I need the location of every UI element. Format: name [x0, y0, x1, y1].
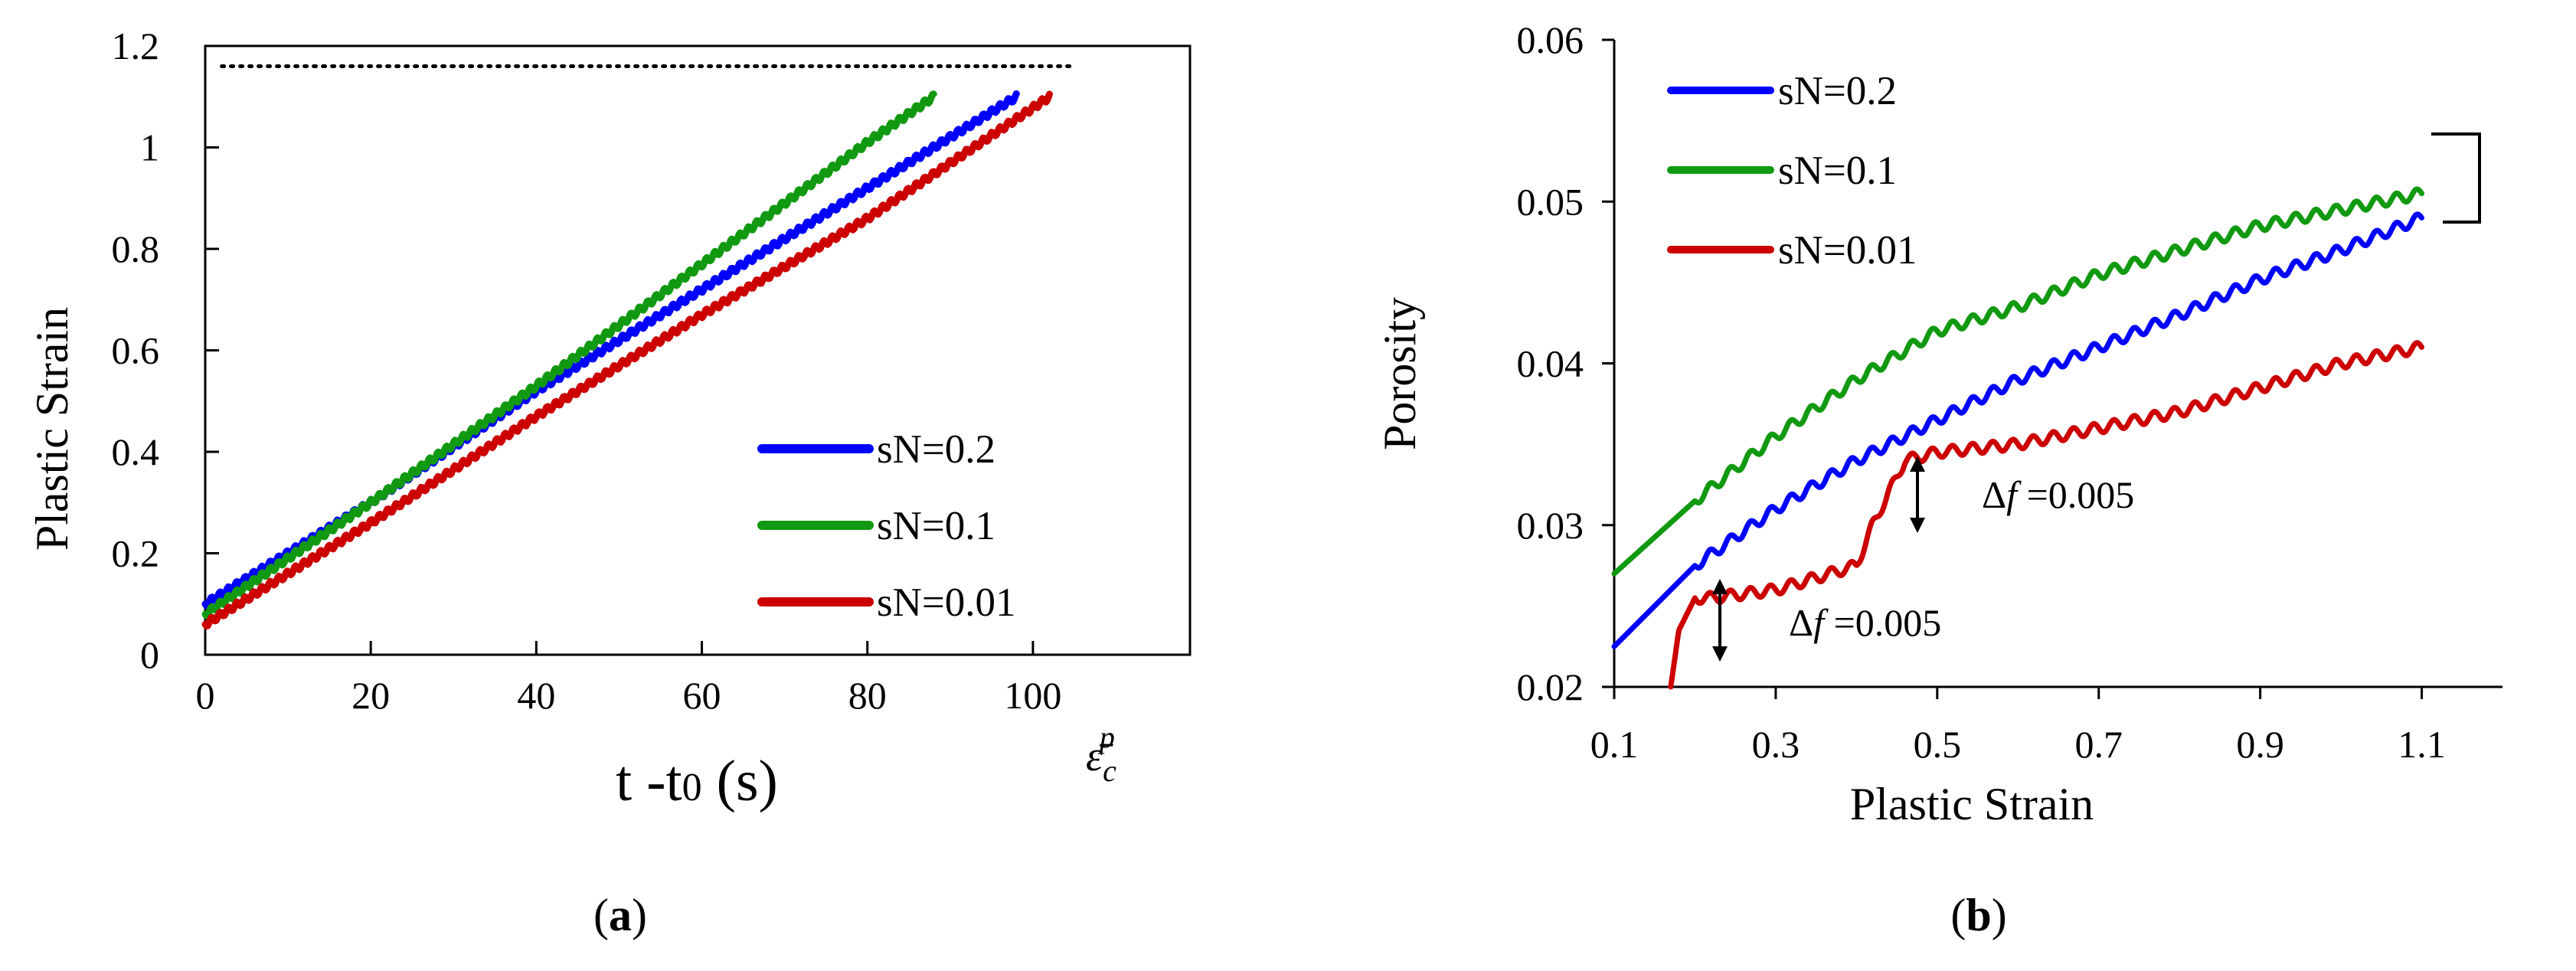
legend-item-a: sN=0.2 — [757, 427, 995, 472]
delta-f-label: Δf =0.005 — [1789, 601, 1941, 644]
x-ticks-a: 0 20 40 60 80 100 — [196, 641, 1061, 717]
delta-value: =0.005 — [2017, 473, 2134, 516]
plot-frame-a — [204, 44, 1192, 656]
x-axis-title-a: t -t0 (s) — [616, 749, 778, 813]
panel-label-open: ( — [1950, 890, 1966, 940]
epsilon-subscript: c — [1103, 754, 1116, 788]
x-tick-label: 0.1 — [1590, 723, 1639, 766]
series-line-sN=0.2 — [1611, 211, 2424, 649]
y-tick-label: 0.06 — [1517, 18, 1584, 61]
legend-item-b: sN=0.1 — [1667, 149, 1897, 193]
panel-label-letter: b — [1966, 890, 1991, 940]
x-tick-label: 0.3 — [1752, 723, 1800, 766]
epsilon-annotation: ε̄cp — [1086, 720, 1116, 788]
y-tick-label: 0.03 — [1517, 504, 1584, 547]
arrowhead-up-icon — [1910, 456, 1925, 472]
y-tick-label: 1.2 — [112, 25, 160, 67]
legend-label: sN=0.1 — [877, 504, 995, 548]
legend-label: sN=0.2 — [877, 427, 995, 472]
panel-b: 0.1 0.3 0.5 0.7 0.9 1.1 0.020.030.040.050.06 … — [1375, 18, 2502, 940]
y-ticks-a: 0 0.2 0.4 0.6 0.8 1 1.2 — [112, 25, 219, 676]
arrowhead-down-icon — [1910, 518, 1925, 533]
panel-label-open: ( — [593, 890, 609, 940]
y-tick-label: 0.02 — [1517, 665, 1584, 708]
arrowhead-down-icon — [1712, 646, 1728, 662]
x-tick-label: 0 — [196, 674, 215, 717]
bracket-marker — [2431, 132, 2481, 224]
x-tick-label: 0.9 — [2236, 723, 2284, 766]
x-tick-label: 20 — [351, 674, 390, 717]
delta-symbol: Δ — [1982, 473, 2006, 516]
series-line-sN=0.01 — [201, 90, 1053, 629]
x-tick-label: 60 — [683, 674, 721, 717]
y-tick-label: 0 — [140, 633, 159, 676]
x-ticks-b: 0.1 0.3 0.5 0.7 0.9 1.1 — [1590, 687, 2446, 766]
panel-label-letter: a — [609, 890, 632, 940]
epsilon-superscript: p — [1097, 720, 1115, 754]
delta-value: =0.005 — [1824, 601, 1941, 644]
x-axis-title-unit: (s) — [702, 749, 778, 813]
x-tick-label: 1.1 — [2398, 723, 2446, 766]
delta-f-annotation: Δf =0.005 — [1712, 579, 1941, 662]
panel-label-b: (b) — [1950, 890, 2006, 940]
arrowhead-up-icon — [1712, 579, 1728, 594]
x-tick-label: 0.7 — [2074, 723, 2123, 766]
y-tick-label: 0.2 — [112, 532, 160, 575]
x-tick-label: 0.5 — [1914, 723, 1962, 766]
legend-label: sN=0.01 — [1778, 228, 1917, 273]
x-axis-title-main: t -t — [616, 749, 682, 813]
x-tick-label: 40 — [517, 674, 555, 717]
legend-label: sN=0.1 — [1778, 149, 1897, 193]
y-tick-label: 0.4 — [112, 430, 160, 473]
x-axis-title-sub: 0 — [682, 766, 702, 809]
y-tick-label: 0.8 — [112, 227, 160, 270]
series-line-sN=0.01 — [1668, 340, 2424, 690]
legend-item-b: sN=0.2 — [1667, 69, 1897, 113]
panel-label-close: ) — [632, 890, 647, 940]
legend-label: sN=0.01 — [877, 580, 1016, 625]
legend-item-b: sN=0.01 — [1667, 228, 1917, 273]
y-tick-label: 0.04 — [1517, 342, 1584, 385]
delta-f-annotation: Δf =0.005 — [1910, 456, 2134, 533]
legend-b: sN=0.2 sN=0.1 sN=0.01 — [1667, 69, 1917, 273]
series-group-b — [1611, 186, 2424, 690]
y-tick-label: 0.05 — [1517, 180, 1584, 223]
y-tick-label: 0.6 — [112, 329, 160, 372]
y-tick-label: 1 — [140, 126, 159, 169]
series-group-a — [201, 90, 1053, 629]
legend-a: sN=0.2 sN=0.1 sN=0.01 — [757, 427, 1016, 625]
x-tick-label: 80 — [848, 674, 887, 717]
legend-label: sN=0.2 — [1778, 69, 1897, 113]
panel-a: 0 20 40 60 80 100 0 0.2 0.4 0.6 0.8 1 1.2 ε̄cp sN=0… — [27, 25, 1192, 940]
panel-label-a: (a) — [593, 890, 647, 940]
panel-label-close: ) — [1992, 890, 2007, 940]
y-axis-title-a: Plastic Strain — [27, 307, 77, 551]
series-line-sN=0.1 — [1611, 186, 2424, 577]
delta-symbol: Δ — [1789, 601, 1813, 644]
series-line-sN=0.1 — [201, 90, 937, 620]
x-axis-title-b: Plastic Strain — [1850, 779, 2094, 829]
x-tick-label: 100 — [1004, 674, 1061, 717]
y-ticks-b: 0.02 0.03 0.04 0.05 0.06 — [1517, 18, 1614, 708]
y-axis-title-b: Porosity — [1375, 297, 1425, 450]
delta-f-label: Δf =0.005 — [1982, 473, 2134, 516]
legend-item-a: sN=0.1 — [757, 504, 995, 548]
legend-item-a: sN=0.01 — [757, 580, 1016, 625]
